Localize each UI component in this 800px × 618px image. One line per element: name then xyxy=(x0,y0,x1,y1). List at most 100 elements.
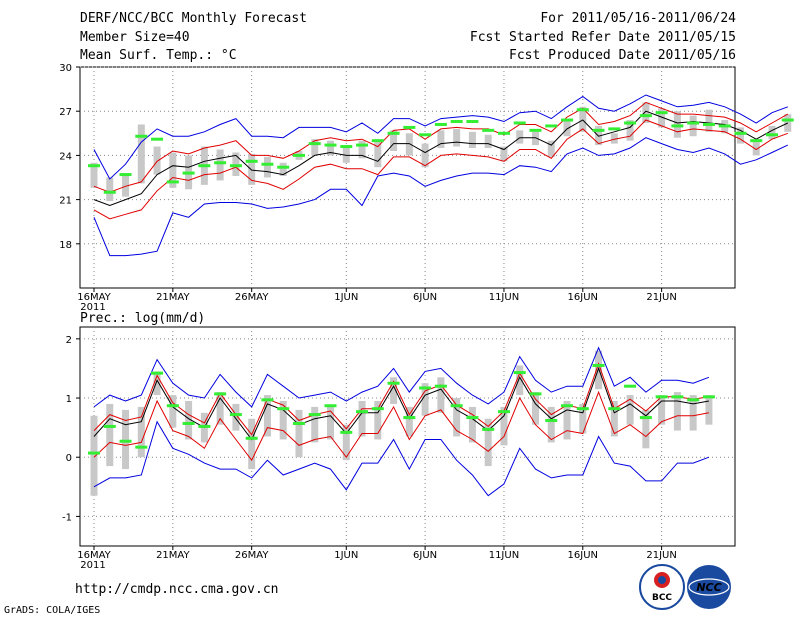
temp-observed-marker xyxy=(308,142,321,146)
temp-observed-marker xyxy=(419,133,432,137)
prec-observed-marker xyxy=(702,395,715,399)
prec-quartile-box xyxy=(453,398,461,437)
prec-observed-marker xyxy=(324,404,337,408)
prec-quartile-box xyxy=(342,424,350,461)
temp-observed-marker xyxy=(387,131,400,135)
prec-quartile-box xyxy=(547,406,555,443)
footer-url[interactable]: http://cmdp.ncc.cma.gov.cn xyxy=(75,582,279,597)
prec-quartile-box xyxy=(232,403,240,431)
temp-observed-marker xyxy=(324,143,337,147)
ncc-logo-text: NCC xyxy=(696,581,721,594)
temp-observed-marker xyxy=(356,143,369,147)
temp-observed-marker xyxy=(497,131,510,135)
temp-quartile-box xyxy=(752,142,760,156)
forecast-period: For 2011/05/16-2011/06/24 xyxy=(540,11,736,26)
prec-observed-marker xyxy=(308,413,321,417)
bcc-logo: BCC xyxy=(639,564,685,610)
temp-quartile-box xyxy=(610,133,618,144)
temp-observed-marker xyxy=(482,128,495,132)
temp-quartile-box xyxy=(169,152,177,188)
prec-quartile-box xyxy=(106,403,114,467)
temp-series-ensemble-min xyxy=(93,137,789,257)
temp-quartile-box xyxy=(374,142,382,168)
temp-quartile-box xyxy=(736,127,744,144)
prec-observed-marker xyxy=(340,430,353,434)
temp-observed-marker xyxy=(245,159,258,163)
prec-observed-marker xyxy=(655,395,668,399)
temp-quartile-box xyxy=(642,102,650,123)
temp-observed-marker xyxy=(750,139,763,143)
temp-quartile-box xyxy=(342,146,350,163)
prec-xtick-label: 26MAY xyxy=(235,550,269,561)
temp-quartile-box xyxy=(468,131,476,149)
temp-series-ensemble-max xyxy=(93,94,788,180)
temp-quartile-box xyxy=(658,108,666,128)
temp-observed-marker xyxy=(198,164,211,168)
prec-quartile-box xyxy=(642,409,650,449)
temp-quartile-box xyxy=(216,149,224,181)
prec-observed-marker xyxy=(387,381,400,385)
prec-observed-marker xyxy=(450,404,463,408)
temp-ytick-label: 27 xyxy=(59,107,72,118)
temp-observed-marker xyxy=(292,153,305,157)
prec-quartile-box xyxy=(563,400,571,440)
temp-quartile-box xyxy=(90,162,98,188)
prec-observed-marker xyxy=(103,424,116,428)
prec-quartile-box xyxy=(295,409,303,458)
prec-quartile-box xyxy=(327,406,335,440)
prec-xtick-label: 1JUN xyxy=(334,550,358,561)
temp-quartile-box xyxy=(137,124,145,184)
bcc-logo-text: BCC xyxy=(652,593,672,603)
prec-observed-marker xyxy=(371,407,384,411)
temp-quartile-box xyxy=(358,140,366,159)
temp-quartile-box xyxy=(279,162,287,177)
temp-observed-marker xyxy=(119,173,132,177)
temp-observed-marker xyxy=(702,122,715,126)
temp-observed-marker xyxy=(624,121,637,125)
prec-quartile-box xyxy=(90,415,98,496)
prec-observed-marker xyxy=(466,416,479,420)
prec-observed-marker xyxy=(135,445,148,449)
prec-xtick-label: 16MAY xyxy=(77,550,111,561)
temp-series-mean-plus-std xyxy=(93,101,789,193)
temp-observed-marker xyxy=(718,124,731,128)
forecast-started-date: Fcst Started Refer Date 2011/05/15 xyxy=(469,30,736,45)
temp-observed-marker xyxy=(166,180,179,184)
prec-ytick-label: 0 xyxy=(66,453,72,464)
prec-quartile-box xyxy=(405,406,413,437)
prec-observed-marker xyxy=(608,407,621,411)
temp-quartile-box xyxy=(516,130,524,144)
prec-quartile-box xyxy=(437,377,445,413)
prec-quartile-box xyxy=(390,377,398,404)
prec-observed-marker xyxy=(245,436,258,440)
prec-quartile-box xyxy=(516,365,524,396)
prec-series-ensemble-max xyxy=(93,346,710,408)
prec-quartile-box xyxy=(689,395,697,431)
temp-quartile-box xyxy=(390,130,398,151)
prec-observed-marker xyxy=(151,371,164,375)
prec-observed-marker xyxy=(261,398,274,402)
temp-observed-marker xyxy=(135,134,148,138)
temp-observed-marker xyxy=(277,165,290,169)
temp-observed-marker xyxy=(765,133,778,137)
prec-observed-marker xyxy=(513,371,526,375)
temp-observed-marker xyxy=(576,108,589,112)
prec-observed-marker xyxy=(687,398,700,402)
temp-observed-marker xyxy=(340,145,353,149)
prec-observed-marker xyxy=(198,424,211,428)
prec-xtick-year: 2011 xyxy=(80,560,105,571)
prec-observed-marker xyxy=(434,384,447,388)
prec-observed-marker xyxy=(403,416,416,420)
prec-ytick-label: 2 xyxy=(66,335,72,346)
grads-credit: GrADS: COLA/IGES xyxy=(4,605,101,616)
prec-quartile-box xyxy=(705,395,713,425)
temp-quartile-box xyxy=(705,109,713,132)
prec-quartile-box xyxy=(122,409,130,470)
prec-quartile-box xyxy=(358,400,366,437)
prec-quartile-box xyxy=(185,400,193,440)
temp-observed-marker xyxy=(403,125,416,129)
temp-observed-marker xyxy=(639,114,652,118)
prec-xtick-label: 11JUN xyxy=(489,550,519,561)
